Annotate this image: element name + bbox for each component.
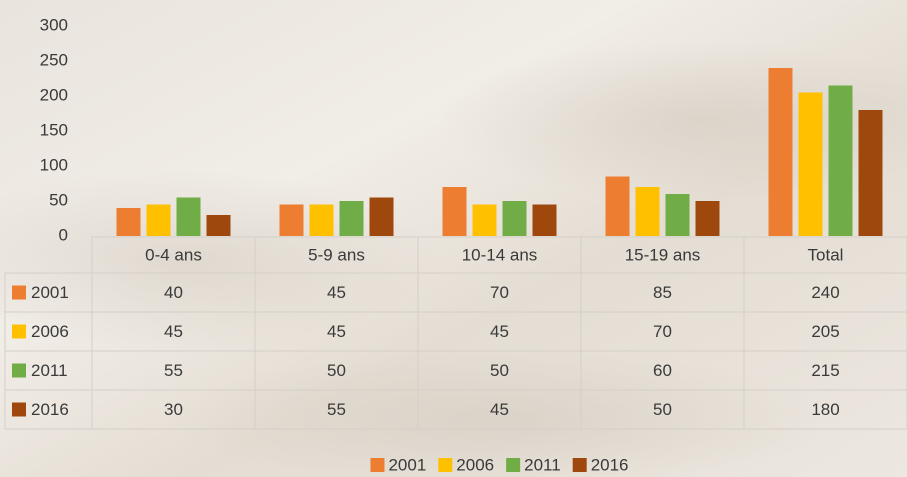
table-value: 55: [164, 361, 183, 380]
table-value: 45: [164, 322, 183, 341]
table-value: 205: [811, 322, 839, 341]
table-value: 50: [490, 361, 509, 380]
x-tick-label: Total: [808, 245, 844, 264]
table-value: 70: [490, 283, 509, 302]
legend-label: 2001: [388, 455, 426, 474]
bar: [695, 201, 720, 236]
y-tick-label: 250: [40, 50, 68, 69]
table-value: 240: [811, 283, 839, 302]
bar: [532, 204, 557, 236]
legend-key: [370, 458, 385, 472]
legend-label: 2016: [591, 455, 629, 474]
bar: [369, 197, 394, 236]
table-row-label: 2006: [31, 322, 69, 341]
bar: [176, 197, 201, 236]
table-value: 55: [327, 400, 346, 419]
table-value: 45: [327, 322, 346, 341]
x-tick-label: 0-4 ans: [145, 245, 202, 264]
y-tick-label: 150: [40, 120, 68, 139]
y-tick-label: 100: [40, 155, 68, 174]
bar: [442, 187, 467, 236]
table-row-label: 2001: [31, 283, 69, 302]
legend-item: 2001: [370, 455, 426, 474]
legend-label: 2011: [524, 455, 561, 474]
table-value: 50: [653, 400, 672, 419]
bar: [635, 187, 660, 236]
legend-label: 2006: [456, 455, 494, 474]
legend-key: [572, 458, 587, 472]
table-value: 30: [164, 400, 183, 419]
bar: [339, 201, 364, 236]
bar: [206, 215, 231, 236]
legend-item: 2006: [438, 455, 494, 474]
table-value: 180: [811, 400, 839, 419]
y-tick-label: 300: [40, 15, 68, 34]
table-row-label: 2016: [31, 400, 69, 419]
legend-key: [506, 458, 521, 472]
table-legend-key: [12, 402, 26, 417]
bar: [279, 204, 304, 236]
legend-key: [438, 458, 453, 472]
table-value: 45: [327, 283, 346, 302]
y-tick-label: 50: [49, 190, 68, 209]
table-legend-key: [12, 285, 26, 300]
bar: [502, 201, 527, 236]
bar: [605, 176, 630, 236]
table-value: 215: [811, 361, 839, 380]
bar: [828, 85, 853, 236]
x-tick-label: 15-19 ans: [625, 245, 701, 264]
table-value: 85: [653, 283, 672, 302]
legend-item: 2011: [506, 455, 561, 474]
bar: [798, 92, 823, 236]
table-value: 50: [327, 361, 346, 380]
table-row-label: 2011: [31, 361, 68, 380]
table-value: 70: [653, 322, 672, 341]
bar: [472, 204, 497, 236]
table-value: 60: [653, 361, 672, 380]
table-value: 45: [490, 322, 509, 341]
bar: [309, 204, 334, 236]
table-value: 40: [164, 283, 183, 302]
bar: [146, 204, 171, 236]
bar: [768, 68, 793, 236]
y-tick-label: 200: [40, 85, 68, 104]
table-legend-key: [12, 363, 26, 378]
bar: [858, 110, 883, 236]
x-tick-label: 10-14 ans: [462, 245, 538, 264]
y-tick-label: 0: [59, 225, 68, 244]
table-value: 45: [490, 400, 509, 419]
x-tick-label: 5-9 ans: [308, 245, 365, 264]
bar: [116, 208, 141, 236]
background-shade: [170, 350, 830, 477]
bar: [665, 194, 690, 236]
legend-item: 2016: [572, 455, 629, 474]
table-legend-key: [12, 324, 26, 339]
